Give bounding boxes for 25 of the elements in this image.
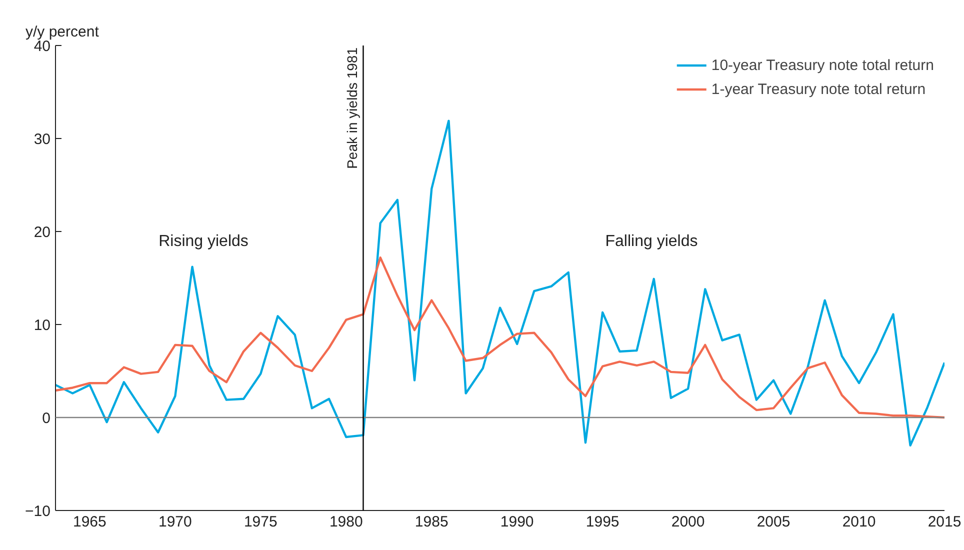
x-tick-label: 1980 <box>329 514 363 530</box>
y-tick-label: 20 <box>34 224 51 241</box>
annotation: Falling yields <box>605 233 698 250</box>
legend-label: 10-year Treasury note total return <box>711 56 934 74</box>
x-tick-label: 1965 <box>73 514 106 530</box>
y-tick-label: 40 <box>34 38 51 55</box>
y-tick-label: −10 <box>25 503 51 520</box>
line-series <box>56 120 944 446</box>
y-axis-title: y/y percent <box>26 24 100 40</box>
legend-label: 1-year Treasury note total return <box>711 80 926 98</box>
x-tick-label: 1970 <box>158 514 192 530</box>
x-tick-label: 1985 <box>414 514 448 530</box>
x-tick-label: 2000 <box>671 514 705 530</box>
x-tick-label: 1990 <box>500 514 534 530</box>
x-tick-label: 2010 <box>842 514 876 530</box>
y-tick-label: 30 <box>34 131 51 148</box>
x-tick-label: 2015 <box>928 514 962 530</box>
ref-line-label: Peak in yields 1981 <box>344 47 360 169</box>
x-tick-label: 2005 <box>756 514 790 530</box>
y-tick-label: 10 <box>34 317 51 334</box>
x-tick-label: 1975 <box>244 514 278 530</box>
annotation: Rising yields <box>158 233 248 250</box>
line-series <box>56 256 944 419</box>
y-tick-label: 0 <box>42 410 50 427</box>
x-tick-label: 1995 <box>586 514 620 530</box>
